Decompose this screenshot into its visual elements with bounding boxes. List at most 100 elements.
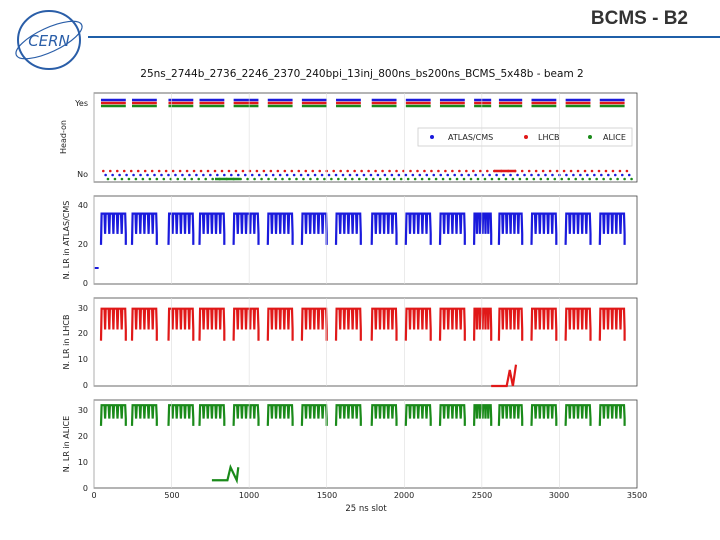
head-on-no-lhcb-1050 [255, 169, 259, 173]
head-on-no-atlas-2445 [474, 173, 477, 177]
head-on-no-alice-1905 [392, 177, 396, 181]
legend: ATLAS/CMS LHCB ALICE [417, 127, 633, 147]
head-on-no-lhcb-1635 [346, 169, 349, 173]
head-on-no-lhcb-2085 [416, 169, 419, 173]
head-on-no-alice-1050 [260, 177, 263, 181]
head-on-no-lhcb-1860 [381, 169, 384, 173]
head-on-no-alice-1680 [357, 177, 361, 181]
head-on-no-atlas-780 [216, 173, 219, 177]
head-on-no-lhcb-2355 [458, 169, 461, 173]
head-on-no-lhcb-825 [220, 169, 224, 173]
head-on-no-alice-420 [162, 177, 166, 181]
head-on-no-atlas-1050 [257, 173, 261, 177]
head-on-no-lhcb-2265 [444, 169, 447, 173]
head-on-no-alice-1230 [288, 177, 291, 181]
head-on-no-lhcb-60 [102, 169, 105, 173]
head-on-no-atlas-1815 [376, 173, 380, 177]
head-on-no-lhcb-3435 [625, 169, 629, 173]
head-on-no-atlas-1095 [264, 173, 268, 177]
head-on-no-atlas-825 [223, 173, 226, 177]
head-on-no-lhcb-645 [192, 169, 196, 173]
head-on-no-atlas-3210 [593, 173, 596, 177]
xtick-500: 500 [164, 491, 179, 500]
head-on-no-atlas-1455 [320, 173, 324, 177]
panel-lhcb: N. LR in LHCB 0 10 20 30 [62, 297, 638, 390]
ytick-2-0: 0 [83, 381, 88, 390]
head-on-no-lhcb-1905 [388, 169, 391, 173]
head-on-no-alice-2895 [546, 177, 550, 181]
head-on-no-lhcb-2985 [555, 169, 559, 173]
head-on-no-lhcb-1590 [339, 169, 342, 173]
head-on-no-lhcb-780 [213, 169, 217, 173]
head-on-no-alice-2580 [497, 177, 501, 181]
head-on-no-atlas-735 [209, 173, 212, 177]
head-on-no-alice-1860 [385, 177, 389, 181]
xtick-3500: 3500 [627, 491, 647, 500]
head-on-no-alice-2310 [455, 177, 459, 181]
head-on-no-alice-2085 [420, 177, 424, 181]
head-on-no-atlas-2175 [432, 173, 436, 177]
ytick-1-0: 0 [83, 279, 88, 288]
legend-label-alice: ALICE [603, 133, 626, 142]
head-on-no-alice-2985 [560, 177, 564, 181]
head-on-no-lhcb-3390 [618, 169, 622, 173]
head-on-no-lhcb-375 [150, 169, 154, 173]
head-on-no-alice-1320 [302, 177, 305, 181]
head-on-no-lhcb-3210 [590, 169, 594, 173]
head-on-markers [100, 98, 633, 181]
head-on-no-lhcb-1140 [269, 169, 273, 173]
head-on-no-lhcb-510 [171, 169, 175, 173]
head-on-no-lhcb-2400 [465, 169, 468, 173]
head-on-no-alice-3210 [595, 177, 598, 181]
head-on-no-alice-2760 [525, 177, 529, 181]
cern-logo-orbit [15, 20, 83, 60]
head-on-no-lhcb-2940 [548, 169, 552, 173]
head-on-no-atlas-1590 [341, 173, 345, 177]
head-on-no-alice-3165 [588, 177, 591, 181]
series-line-alice [99, 404, 626, 485]
head-on-no-atlas-2265 [446, 173, 450, 177]
head-on-no-lhcb-2760 [520, 169, 524, 173]
head-on-no-lhcb-2445 [472, 169, 475, 173]
head-on-no-lhcb-3120 [576, 169, 580, 173]
head-on-no-alice-1590 [344, 177, 347, 181]
head-on-no-alice-1815 [378, 177, 382, 181]
head-on-no-alice-1005 [253, 177, 256, 181]
head-on-no-alice-240 [134, 177, 138, 181]
head-on-no-atlas-1725 [362, 173, 366, 177]
head-on-no-atlas-375 [153, 173, 156, 177]
head-on-no-alice-3030 [567, 177, 571, 181]
ytick-2-2: 20 [78, 329, 88, 338]
head-on-no-lhcb-2490 [479, 169, 482, 173]
head-on-no-alice-1365 [309, 177, 312, 181]
head-on-no-atlas-600 [188, 173, 191, 177]
head-on-no-alice-3345 [616, 177, 619, 181]
head-on-no-lhcb-3075 [569, 169, 573, 173]
head-on-no-lhcb-1950 [395, 169, 398, 173]
head-on-no-atlas-645 [195, 173, 198, 177]
head-on-no-lhcb-1185 [276, 169, 280, 173]
head-on-no-lhcb-1410 [311, 169, 315, 173]
head-on-no-atlas-1320 [299, 173, 303, 177]
head-on-no-atlas-1995 [404, 173, 408, 177]
head-on-no-lhcb-2535 [485, 169, 489, 173]
head-on-no-lhcb-3255 [597, 169, 601, 173]
head-on-no-lhcb-3345 [611, 169, 615, 173]
head-on-no-lhcb-2310 [451, 169, 454, 173]
head-on-no-atlas-3300 [606, 173, 610, 177]
head-on-no-lhcb-2805 [527, 169, 531, 173]
head-on-no-atlas-420 [160, 173, 163, 177]
ylabel-panel-1: N. LR in ATLAS/CMS [62, 201, 71, 280]
head-on-no-lhcb-555 [178, 169, 182, 173]
head-on-no-atlas-105 [111, 173, 114, 177]
head-on-no-alice-2355 [462, 177, 466, 181]
head-on-no-alice-1545 [337, 177, 340, 181]
head-on-no-lhcb-2220 [437, 169, 440, 173]
ylabel-panel-0: Head-on [59, 120, 68, 154]
head-on-no-lhcb-1095 [262, 169, 266, 173]
head-on-no-atlas-3390 [620, 173, 624, 177]
head-on-no-alice-3300 [609, 177, 612, 181]
ytick-yes: Yes [74, 99, 88, 108]
head-on-no-alice-2490 [483, 177, 487, 181]
head-on-no-atlas-1680 [355, 173, 359, 177]
